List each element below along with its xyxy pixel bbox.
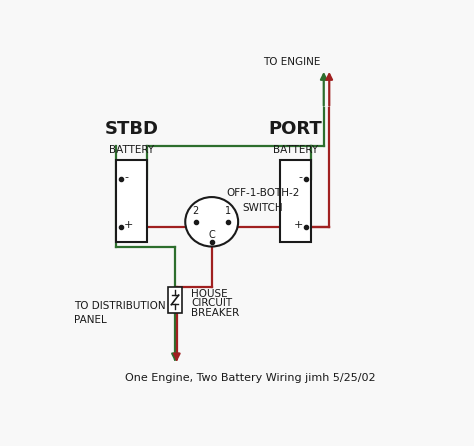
Bar <box>116 160 147 243</box>
Circle shape <box>185 197 238 247</box>
Text: -: - <box>124 172 128 182</box>
Text: C: C <box>209 231 215 240</box>
Text: +: + <box>124 220 134 230</box>
Text: BATTERY: BATTERY <box>109 145 155 155</box>
Bar <box>168 287 182 313</box>
Text: CIRCUIT: CIRCUIT <box>191 298 233 308</box>
Text: OFF-1-BOTH-2: OFF-1-BOTH-2 <box>227 188 300 198</box>
Text: 1: 1 <box>225 206 231 215</box>
Text: PANEL: PANEL <box>74 315 107 325</box>
Text: 2: 2 <box>193 206 199 215</box>
Text: TO ENGINE: TO ENGINE <box>263 57 320 67</box>
Text: -: - <box>299 172 303 182</box>
Text: TO DISTRIBUTION: TO DISTRIBUTION <box>74 301 165 311</box>
Text: One Engine, Two Battery Wiring jimh 5/25/02: One Engine, Two Battery Wiring jimh 5/25… <box>125 373 375 383</box>
Text: PORT: PORT <box>268 120 322 138</box>
Text: +: + <box>293 220 303 230</box>
Text: BATTERY: BATTERY <box>273 145 318 155</box>
Text: HOUSE: HOUSE <box>191 289 228 299</box>
Bar <box>280 160 311 243</box>
Text: BREAKER: BREAKER <box>191 308 240 318</box>
Text: STBD: STBD <box>105 120 159 138</box>
Text: SWITCH: SWITCH <box>243 203 283 213</box>
